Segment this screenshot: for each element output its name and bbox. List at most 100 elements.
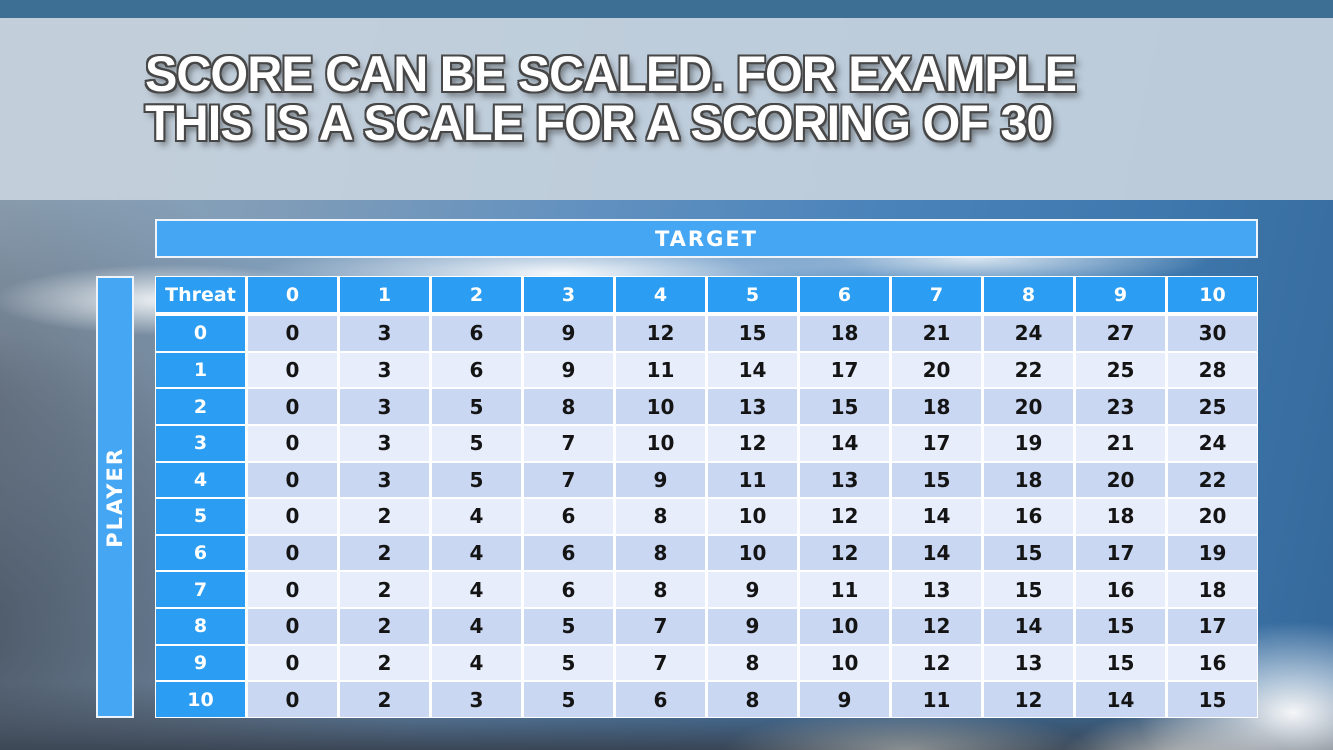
score-cell: 15 [800,389,889,424]
score-cell: 3 [340,316,429,351]
slide-title: SCORE CAN BE SCALED. FOR EXAMPLE THIS IS… [145,49,1077,148]
score-cell: 17 [1168,609,1257,644]
score-cell: 8 [708,645,797,681]
table-row: 6 0 2 4 6 8 10 12 14 15 17 19 [156,535,1257,571]
score-cell: 15 [984,535,1073,571]
score-cell: 4 [432,645,521,681]
score-cell: 15 [1076,645,1165,681]
table-row: 10 0 2 3 5 6 8 9 11 12 14 15 [156,682,1257,717]
score-cell: 0 [248,535,337,571]
score-cell: 3 [340,389,429,424]
score-cell: 10 [800,645,889,681]
score-cell: 20 [1168,499,1257,534]
score-cell: 7 [616,645,705,681]
score-cell: 25 [1076,352,1165,388]
score-cell: 18 [800,316,889,351]
table-row: 8 0 2 4 5 7 9 10 12 14 15 17 [156,609,1257,644]
score-cell: 17 [892,425,981,461]
score-cell: 12 [892,609,981,644]
score-cell: 0 [248,609,337,644]
score-cell: 30 [1168,316,1257,351]
score-cell: 12 [616,316,705,351]
score-cell: 3 [340,352,429,388]
score-table: Threat 0 1 2 3 4 5 6 7 8 9 10 0 0 3 6 9 12 15 18 21 24 27 30 1… [155,276,1258,718]
score-cell: 9 [708,609,797,644]
row-header: 6 [156,535,245,571]
score-cell: 13 [708,389,797,424]
score-cell: 17 [800,352,889,388]
score-cell: 16 [1076,572,1165,608]
table-body: 0 0 3 6 9 12 15 18 21 24 27 30 1 0 3 6 9 11 14 17 20 22 25 28 2 0… [156,316,1257,717]
score-cell: 0 [248,389,337,424]
table-row: 5 0 2 4 6 8 10 12 14 16 18 20 [156,499,1257,534]
score-cell: 14 [800,425,889,461]
score-cell: 5 [524,609,613,644]
title-banner: SCORE CAN BE SCALED. FOR EXAMPLE THIS IS… [0,18,1333,200]
score-cell: 2 [340,645,429,681]
score-cell: 11 [892,682,981,717]
score-cell: 7 [524,462,613,498]
column-header: 0 [248,277,337,312]
score-cell: 15 [1076,609,1165,644]
row-header: 8 [156,609,245,644]
target-axis-label: TARGET [155,219,1258,258]
column-header: 3 [524,277,613,312]
score-cell: 15 [984,572,1073,608]
score-cell: 0 [248,462,337,498]
score-cell: 8 [616,572,705,608]
score-cell: 18 [1168,572,1257,608]
score-cell: 3 [340,425,429,461]
score-cell: 8 [616,499,705,534]
score-cell: 12 [708,425,797,461]
score-cell: 18 [892,389,981,424]
score-cell: 7 [616,609,705,644]
score-cell: 13 [800,462,889,498]
score-cell: 10 [708,535,797,571]
score-cell: 9 [524,352,613,388]
row-header: 3 [156,425,245,461]
score-cell: 4 [432,609,521,644]
score-cell: 22 [984,352,1073,388]
corner-header: Threat [156,277,245,312]
score-cell: 28 [1168,352,1257,388]
score-cell: 20 [984,389,1073,424]
score-cell: 12 [984,682,1073,717]
score-cell: 16 [984,499,1073,534]
score-cell: 11 [708,462,797,498]
score-cell: 21 [1076,425,1165,461]
score-cell: 10 [800,609,889,644]
row-header: 1 [156,352,245,388]
score-cell: 10 [708,499,797,534]
score-cell: 14 [708,352,797,388]
score-cell: 2 [340,609,429,644]
column-header: 8 [984,277,1073,312]
column-header: 9 [1076,277,1165,312]
score-cell: 19 [1168,535,1257,571]
score-cell: 13 [892,572,981,608]
score-cell: 15 [892,462,981,498]
score-cell: 10 [616,425,705,461]
score-cell: 6 [524,572,613,608]
score-cell: 11 [616,352,705,388]
column-header: 1 [340,277,429,312]
row-header: 2 [156,389,245,424]
score-cell: 0 [248,425,337,461]
score-cell: 0 [248,645,337,681]
header-row: Threat 0 1 2 3 4 5 6 7 8 9 10 [156,277,1257,312]
column-header: 4 [616,277,705,312]
score-cell: 14 [892,535,981,571]
score-cell: 24 [1168,425,1257,461]
table-row: 3 0 3 5 7 10 12 14 17 19 21 24 [156,425,1257,461]
column-header: 10 [1168,277,1257,312]
score-cell: 2 [340,535,429,571]
score-cell: 5 [524,645,613,681]
score-cell: 0 [248,499,337,534]
score-cell: 15 [708,316,797,351]
score-cell: 22 [1168,462,1257,498]
table-row: 9 0 2 4 5 7 8 10 12 13 15 16 [156,645,1257,681]
score-cell: 2 [340,572,429,608]
score-cell: 14 [1076,682,1165,717]
score-cell: 6 [616,682,705,717]
score-cell: 8 [524,389,613,424]
score-cell: 9 [708,572,797,608]
